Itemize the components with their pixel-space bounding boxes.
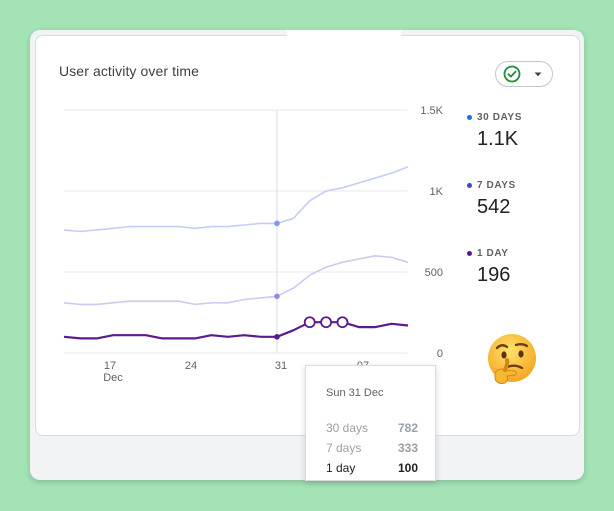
check-circle-icon: [503, 65, 521, 83]
x-tick-label: 17: [104, 360, 116, 372]
y-tick-label: 500: [425, 267, 443, 279]
tooltip-row-value: 782: [397, 421, 418, 435]
metric-7-days-label: 7 DAYS: [477, 180, 516, 191]
metric-30-days-value: 1.1K: [477, 128, 519, 150]
x-tick-label: 24: [185, 360, 197, 372]
series-point-marker[interactable]: [303, 316, 316, 329]
y-tick-label: 1.5K: [420, 105, 443, 117]
caret-down-icon: [534, 72, 542, 77]
highlight-point: [274, 220, 280, 227]
chart-gridlines: [64, 109, 409, 354]
tooltip-row-label: 1 day: [326, 461, 356, 475]
y-axis-ticks: 1.5K 1K 500 0: [420, 105, 443, 360]
metric-7-days-dot: [467, 183, 472, 188]
tooltip-row-label: 7 days: [326, 441, 362, 455]
card-title: User activity over time: [59, 63, 199, 79]
card-top-gap: [287, 30, 401, 38]
tooltip-row-label: 30 days: [326, 421, 369, 435]
metric-1-day-value: 196: [477, 264, 511, 286]
metric-1-day-label: 1 DAY: [477, 248, 509, 259]
series-line-1-day: [63, 321, 409, 340]
series-line-7-days: [63, 255, 409, 306]
metric-1-day-dot: [467, 251, 472, 256]
highlight-point: [274, 334, 280, 340]
chart-series: [63, 165, 409, 340]
series-point-marker[interactable]: [336, 316, 349, 329]
y-tick-label: 1K: [430, 186, 444, 198]
status-dropdown-button[interactable]: [495, 61, 553, 87]
thinking-face-emoji-icon: [488, 334, 536, 384]
series-line-30-days: [63, 165, 409, 233]
tooltip-row-value: 100: [397, 461, 418, 475]
tooltip-row-value: 333: [397, 441, 418, 455]
x-tick-sublabel: Dec: [103, 372, 123, 384]
series-point-marker[interactable]: [320, 316, 332, 329]
metric-30-days-dot: [467, 115, 472, 120]
x-tick-label: 31: [275, 360, 287, 372]
highlight-point: [274, 293, 280, 300]
tooltip-date: Sun 31 Dec: [326, 387, 384, 399]
metric-30-days-label: 30 DAYS: [477, 112, 522, 123]
y-tick-label: 0: [437, 348, 443, 360]
chart-markers: [274, 220, 349, 340]
chart-tooltip: Sun 31 Dec 30 days 782 7 days 333 1 day …: [305, 365, 436, 481]
metric-7-days-value: 542: [477, 196, 511, 218]
